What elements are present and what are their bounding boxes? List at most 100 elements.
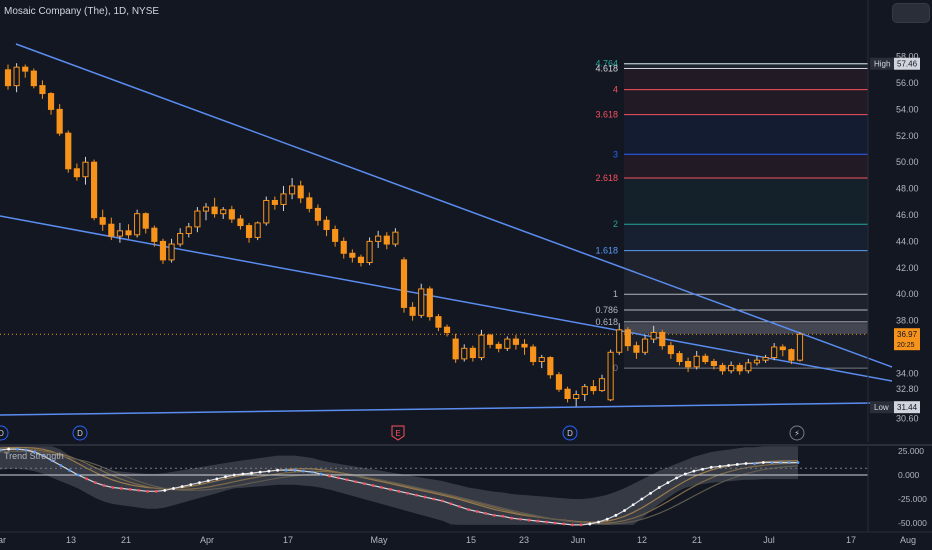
price-tick-label: 58.00 <box>896 52 919 62</box>
candle-body <box>357 256 365 264</box>
indicator-point <box>128 488 132 491</box>
base-support-line <box>0 402 873 416</box>
earnings-marker: E <box>391 425 405 441</box>
fib-zone <box>624 114 868 155</box>
indicator-point <box>224 475 227 479</box>
fib-level-label: 0 <box>613 363 618 373</box>
indicator-point <box>493 513 496 517</box>
price-tick-label: 32.80 <box>896 384 919 394</box>
indicator-point <box>397 489 401 493</box>
indicator-point <box>623 509 626 512</box>
candle-body <box>796 333 804 361</box>
marker-letter: D <box>0 429 4 438</box>
indicator-point <box>41 454 45 458</box>
candle-body <box>702 355 709 363</box>
indicator-point <box>588 522 592 526</box>
candle-body <box>99 217 106 225</box>
candle-body <box>512 338 519 345</box>
fib-level-label: 1 <box>613 289 618 299</box>
candle-body <box>667 345 674 355</box>
indicator-point <box>761 461 765 464</box>
fib-level-label: 4.618 <box>595 63 618 73</box>
indicator-point <box>189 483 193 486</box>
marker-badge <box>562 425 578 441</box>
marker-letter: E <box>395 429 400 438</box>
time-tick-label: ar <box>0 535 6 545</box>
price-tick-label: 42.00 <box>896 263 919 273</box>
indicator-point <box>267 469 271 473</box>
candle-body <box>108 223 115 237</box>
candle-body <box>728 364 735 372</box>
candle-body <box>39 85 46 95</box>
indicator-point <box>440 499 444 503</box>
indicator-ma-line <box>0 448 799 524</box>
indicator-point <box>388 488 392 491</box>
candle-body <box>685 361 692 368</box>
indicator-point <box>33 450 37 454</box>
fib-zone <box>624 310 868 322</box>
candle-body <box>555 374 563 390</box>
candle-body <box>624 329 631 347</box>
indicator-point <box>753 462 757 465</box>
candle-body <box>297 185 304 199</box>
indicator-point <box>727 464 731 467</box>
symbol-title[interactable]: Mosaic Company (The), 1D, NYSE <box>4 6 160 17</box>
fib-level-label: 0.786 <box>595 305 618 315</box>
candle-body <box>400 259 408 308</box>
candle-body <box>745 362 752 372</box>
time-tick-label: Aug <box>900 535 916 545</box>
candle-body <box>202 206 210 212</box>
candle-body <box>142 213 149 229</box>
candle-body <box>443 326 451 333</box>
candle-body <box>4 69 12 87</box>
time-axis[interactable]: ar 13 21 Apr 17 May 15 23 Jun 12 21 Jul 17 Aug <box>0 531 932 545</box>
low-tag-value-bg <box>894 401 920 414</box>
event-markers[interactable]: D D E D ⚡ <box>0 425 805 441</box>
earnings-badge <box>391 425 405 441</box>
candle-body <box>13 66 20 87</box>
candle-body <box>469 347 476 359</box>
low-tag-caption: Low <box>874 403 889 412</box>
marker-letter: ⚡ <box>794 429 800 438</box>
high-tag-value-bg <box>894 57 920 70</box>
candle-body <box>530 346 537 363</box>
candle-body <box>134 213 141 236</box>
price-axis[interactable]: 58.00 56.00 54.00 52.00 50.00 48.00 46.00 44.00… <box>867 0 920 442</box>
indicator-point <box>718 464 722 468</box>
candle-body <box>495 343 502 349</box>
candle-body <box>478 334 485 359</box>
indicator-pane[interactable]: 25.000 0.000 -25.000 -50.000 <box>0 444 932 532</box>
time-tick-label: 21 <box>692 535 702 545</box>
price-tick-label: 52.00 <box>896 131 919 141</box>
indicator-point <box>796 461 800 464</box>
indicator-point <box>631 503 635 507</box>
high-tag-caption-bg <box>870 57 894 70</box>
trendlines[interactable] <box>0 43 893 416</box>
last-price-bg <box>894 328 920 351</box>
candle-body <box>650 331 657 340</box>
candle-body <box>263 199 270 224</box>
candle-body <box>521 343 528 348</box>
price-tick-label: 40.00 <box>896 289 919 299</box>
indicator-point <box>241 472 245 476</box>
indicator-point <box>675 476 678 480</box>
candle-body <box>194 210 201 228</box>
indicator-point <box>24 448 28 452</box>
indicator-point <box>649 491 652 495</box>
candle-body <box>573 394 580 399</box>
toolbar-button[interactable] <box>892 3 930 23</box>
indicator-point <box>293 468 297 472</box>
indicator-point <box>735 463 739 466</box>
candle-body <box>392 231 399 245</box>
candle-body <box>168 243 175 261</box>
descending-support-line <box>0 215 893 382</box>
marker-letter: D <box>77 429 83 438</box>
candle-body <box>487 334 494 345</box>
indicator-point <box>458 505 462 509</box>
indicator-point <box>406 491 410 495</box>
indicator-point <box>579 523 583 527</box>
price-tick-label: 44.00 <box>896 236 919 246</box>
price-tick-label: 46.00 <box>896 210 919 220</box>
